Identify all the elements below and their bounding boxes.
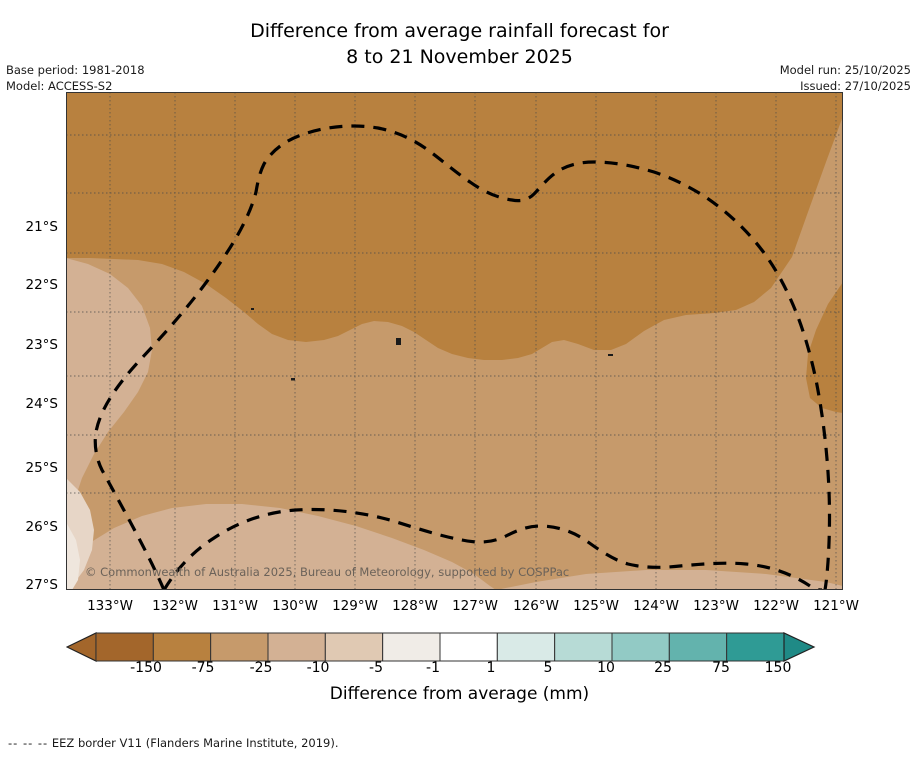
colorbar-band [668, 632, 728, 662]
xtick-label: 129°W [332, 598, 378, 614]
colorbar-tick: 10 [597, 660, 615, 676]
colorbar-band [324, 632, 384, 662]
eez-border-south [162, 507, 823, 590]
xtick-label: 123°W [693, 598, 739, 614]
xtick-label: 132°W [152, 598, 198, 614]
ytick-label: 22°S [25, 277, 59, 293]
colorbar-band [267, 632, 326, 662]
fill-band--75to-25-east [806, 282, 843, 413]
ytick-label: 24°S [25, 396, 59, 412]
colorbar-band [554, 632, 613, 662]
colorbar-band [726, 632, 785, 662]
copyright-notice: © Commonwealth of Australia 2025, Bureau… [85, 565, 570, 579]
base-period-label: Base period: 1981-2018 [6, 63, 145, 77]
colorbar-band [439, 632, 498, 662]
xtick-label: 130°W [272, 598, 318, 614]
rainfall-anomaly-map[interactable] [66, 92, 843, 590]
xtick-label: 131°W [212, 598, 258, 614]
colorbar-tick: 75 [712, 660, 730, 676]
colorbar-tick: -75 [191, 660, 215, 676]
colorbar-tick: 5 [543, 660, 553, 676]
ytick-label: 25°S [25, 460, 59, 476]
colorbar-tick: -10 [306, 660, 330, 676]
eez-legend: -- -- -- EEZ border V11 (Flanders Marine… [8, 736, 339, 750]
fill-band--10to-5 [66, 258, 496, 590]
colorbar-extend-low [65, 632, 97, 662]
title-line-1: Difference from average rainfall forecas… [250, 20, 669, 42]
colorbar-tick: -150 [130, 660, 162, 676]
colorbar-tick: -25 [249, 660, 273, 676]
colorbar-band [496, 632, 556, 662]
xtick-label: 127°W [452, 598, 498, 614]
ytick-label: 26°S [25, 519, 59, 535]
fill-band--75to-25 [66, 92, 843, 360]
colorbar-tick: 1 [486, 660, 496, 676]
eez-legend-text: EEZ border V11 (Flanders Marine Institut… [51, 736, 339, 750]
title-line-2: 8 to 21 November 2025 [346, 46, 573, 68]
ytick-label: 23°S [25, 337, 59, 353]
colorbar-bands [95, 632, 785, 662]
colorbar-band [210, 632, 269, 662]
map-svg [66, 92, 843, 590]
model-label: Model: ACCESS-S2 [6, 79, 113, 93]
model-run-label: Model run: 25/10/2025 [779, 63, 911, 77]
xtick-label: 125°W [573, 598, 619, 614]
fill-band-south-light [496, 570, 843, 590]
xtick-label: 124°W [633, 598, 679, 614]
xtick-label: 121°W [813, 598, 859, 614]
colorbar-tick: 150 [764, 660, 792, 676]
xtick-label: 133°W [87, 598, 133, 614]
eez-dash-sample: -- -- -- [8, 736, 49, 750]
colorbar-svg [65, 632, 816, 662]
colorbar-band [382, 632, 441, 662]
colorbar-extend-high [783, 632, 816, 662]
colorbar-tick: 25 [654, 660, 672, 676]
colorbar-title: Difference from average (mm) [329, 684, 590, 704]
xtick-label: 122°W [753, 598, 799, 614]
page-title: Difference from average rainfall forecas… [0, 18, 919, 70]
grid-lines [66, 92, 843, 590]
metadata-left: Base period: 1981-2018 Model: ACCESS-S2 [6, 62, 145, 94]
colorbar[interactable] [65, 632, 843, 662]
plot-frame [66, 92, 843, 590]
colorbar-band [611, 632, 670, 662]
fill-band--5to-1b [66, 522, 80, 590]
colorbar-tick: -5 [369, 660, 383, 676]
colorbar-band [152, 632, 212, 662]
xtick-label: 128°W [392, 598, 438, 614]
ytick-label: 21°S [25, 219, 59, 235]
metadata-right: Model run: 25/10/2025 Issued: 27/10/2025 [780, 62, 911, 94]
issued-label: Issued: 27/10/2025 [800, 79, 911, 93]
colorbar-tick: -1 [426, 660, 440, 676]
colorbar-band [95, 632, 154, 662]
xtick-label: 126°W [513, 598, 559, 614]
eez-border [93, 124, 832, 590]
ytick-label: 27°S [25, 577, 59, 593]
island-markers [251, 308, 613, 381]
